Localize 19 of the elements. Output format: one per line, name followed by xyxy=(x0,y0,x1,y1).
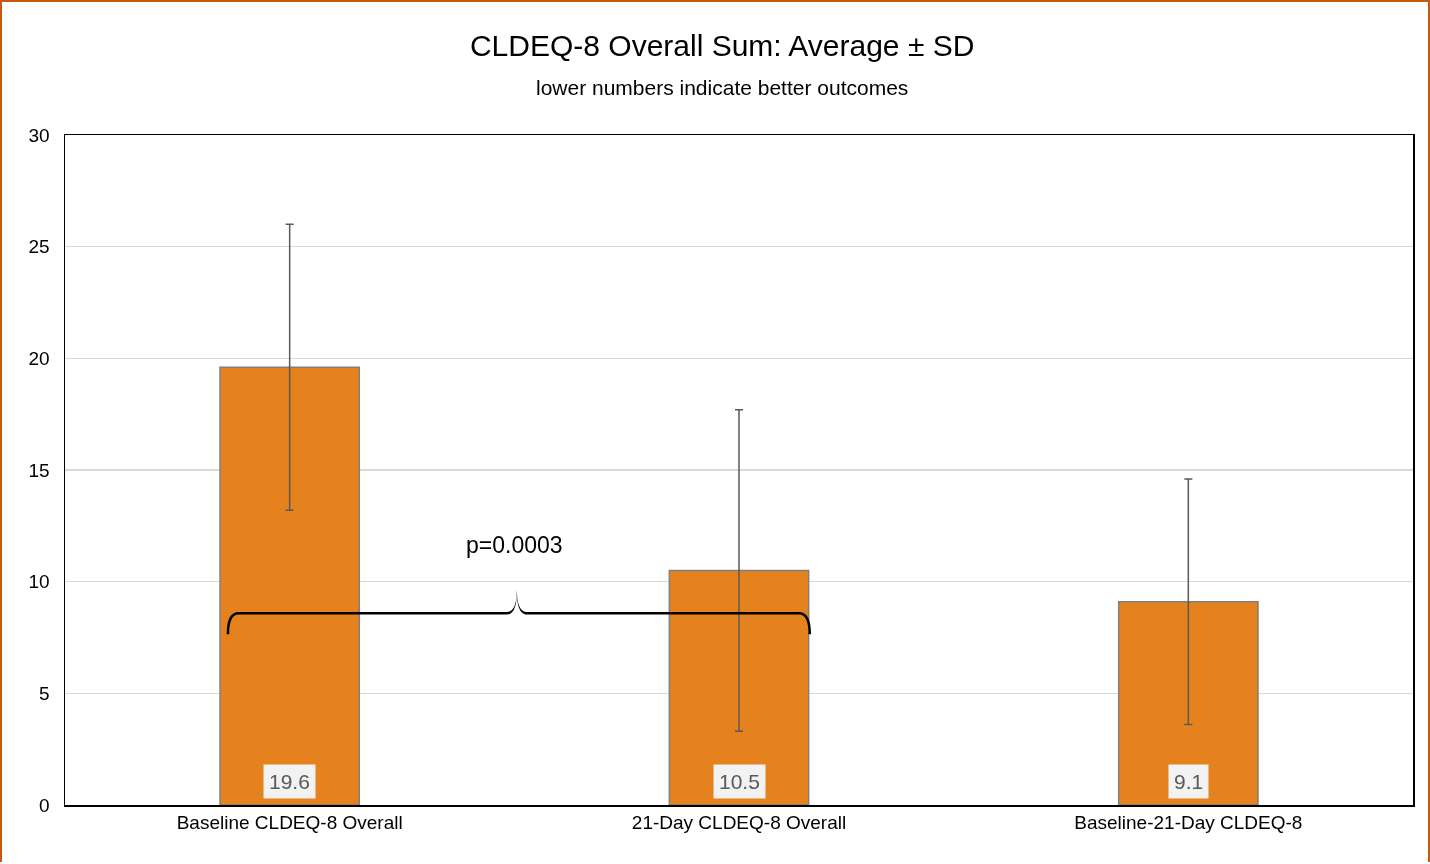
data-label: 9.1 xyxy=(1174,770,1204,793)
chart-subtitle: lower numbers indicate better outcomes xyxy=(535,76,909,100)
x-tick-label: 21-Day CLDEQ-8 Overall xyxy=(631,812,847,834)
y-tick-label: 30 xyxy=(28,124,50,146)
y-tick-label: 25 xyxy=(28,236,50,258)
y-tick-label: 5 xyxy=(39,682,50,704)
bar xyxy=(668,569,810,805)
y-tick-label: 10 xyxy=(28,571,50,593)
y-tick-label: 15 xyxy=(28,459,50,481)
bar xyxy=(1117,601,1259,805)
y-tick-label: 0 xyxy=(39,794,50,816)
x-tick-label: Baseline CLDEQ-8 Overall xyxy=(176,812,403,834)
bar xyxy=(219,366,361,805)
data-label: 19.6 xyxy=(269,770,310,793)
y-tick-label: 20 xyxy=(28,347,50,369)
annotation: p=0.0003 xyxy=(466,532,563,558)
x-tick-label: Baseline-21-Day CLDEQ-8 xyxy=(1074,812,1303,834)
data-label: 10.5 xyxy=(719,770,760,793)
chart-title: CLDEQ-8 Overall Sum: Average ± SD xyxy=(469,29,975,63)
